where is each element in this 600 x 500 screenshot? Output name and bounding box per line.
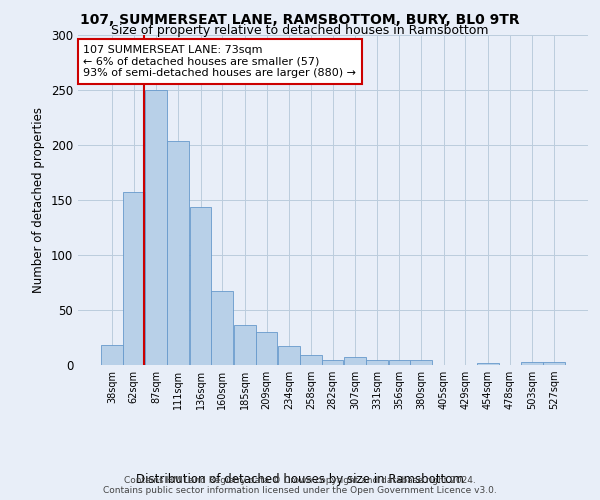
- Bar: [123, 192, 145, 365]
- Bar: [278, 346, 300, 365]
- Bar: [300, 355, 322, 365]
- Text: Distribution of detached houses by size in Ramsbottom: Distribution of detached houses by size …: [136, 472, 464, 486]
- Bar: [521, 362, 543, 365]
- Bar: [477, 363, 499, 365]
- Bar: [256, 332, 277, 365]
- Bar: [366, 360, 388, 365]
- Text: Contains HM Land Registry data © Crown copyright and database right 2024.
Contai: Contains HM Land Registry data © Crown c…: [103, 476, 497, 495]
- Bar: [322, 360, 343, 365]
- Text: Size of property relative to detached houses in Ramsbottom: Size of property relative to detached ho…: [111, 24, 489, 37]
- Bar: [410, 360, 432, 365]
- Bar: [167, 140, 189, 365]
- Y-axis label: Number of detached properties: Number of detached properties: [32, 107, 46, 293]
- Bar: [344, 358, 366, 365]
- Bar: [389, 360, 410, 365]
- Bar: [211, 292, 233, 365]
- Text: 107 SUMMERSEAT LANE: 73sqm
← 6% of detached houses are smaller (57)
93% of semi-: 107 SUMMERSEAT LANE: 73sqm ← 6% of detac…: [83, 45, 356, 78]
- Bar: [101, 345, 123, 365]
- Bar: [145, 90, 167, 365]
- Bar: [543, 362, 565, 365]
- Bar: [190, 206, 211, 365]
- Text: 107, SUMMERSEAT LANE, RAMSBOTTOM, BURY, BL0 9TR: 107, SUMMERSEAT LANE, RAMSBOTTOM, BURY, …: [80, 12, 520, 26]
- Bar: [234, 326, 256, 365]
